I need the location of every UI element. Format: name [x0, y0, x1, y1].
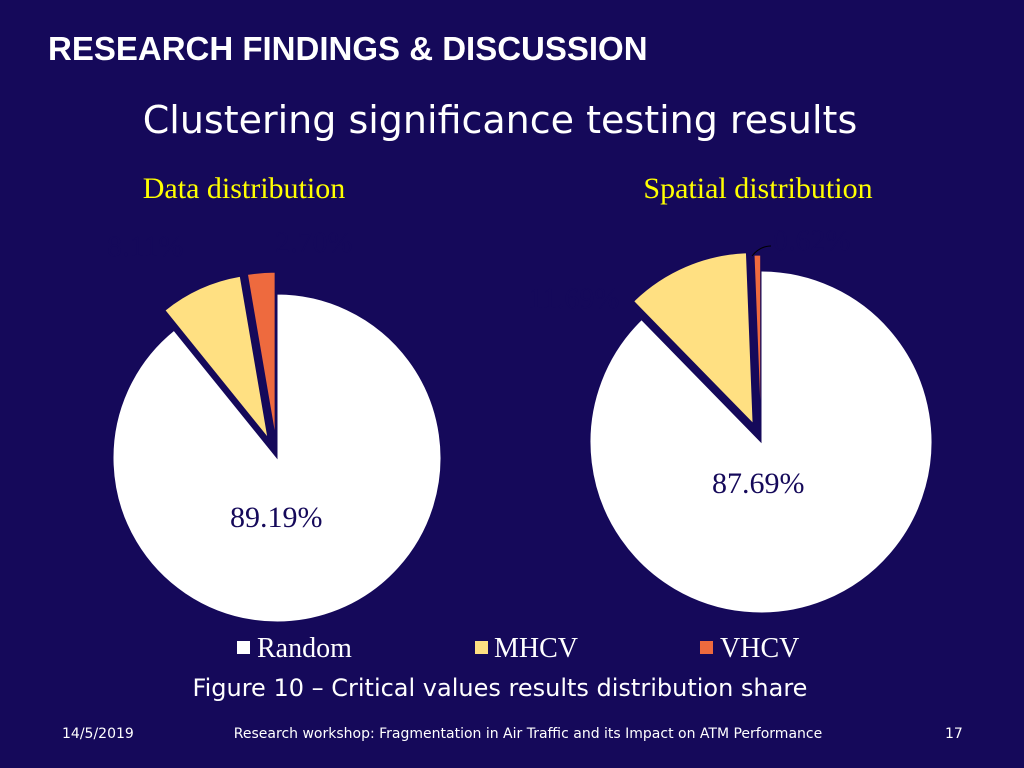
footer-date: 14/5/2019	[62, 726, 134, 742]
chart-title-data-distribution: Data distribution	[143, 172, 345, 205]
legend-label-vhcv: VHCV	[720, 633, 799, 664]
pie-slice-random	[589, 270, 933, 614]
legend-swatch-vhcv	[700, 641, 713, 654]
label-data-vhcv: 2.70%	[275, 226, 353, 259]
pie-spatial-distribution	[589, 252, 933, 614]
footer-page-number: 17	[945, 726, 963, 742]
figure-caption: Figure 10 – Critical values results dist…	[192, 674, 808, 702]
pie-slice-vhcv	[753, 254, 762, 427]
label-data-random: 89.19%	[230, 501, 323, 534]
legend: Random MHCV VHCV	[237, 633, 799, 664]
legend-swatch-random	[237, 641, 250, 654]
slide-heading: RESEARCH FINDINGS & DISCUSSION	[48, 30, 648, 67]
footer-event-title: Research workshop: Fragmentation in Air …	[233, 726, 823, 742]
legend-label-random: Random	[257, 633, 352, 664]
label-spatial-random: 87.69%	[712, 467, 805, 500]
pie-slice-random	[112, 293, 442, 623]
label-data-mhcv: 8.11%	[107, 230, 183, 263]
legend-label-mhcv: MHCV	[494, 633, 578, 664]
label-spatial-mhcv: 11.69%	[528, 282, 619, 315]
pie-slice-mhcv	[164, 275, 269, 440]
slide-subtitle: Clustering significance testing results	[142, 98, 858, 142]
pie-slice-vhcv	[246, 271, 276, 437]
pie-data-distribution	[112, 271, 442, 623]
label-spatial-vhcv: 0.62%	[773, 224, 851, 257]
legend-swatch-mhcv	[475, 641, 488, 654]
chart-title-spatial-distribution: Spatial distribution	[643, 172, 872, 205]
pie-slice-mhcv	[632, 252, 754, 425]
leader-line-vhcv	[751, 245, 772, 257]
